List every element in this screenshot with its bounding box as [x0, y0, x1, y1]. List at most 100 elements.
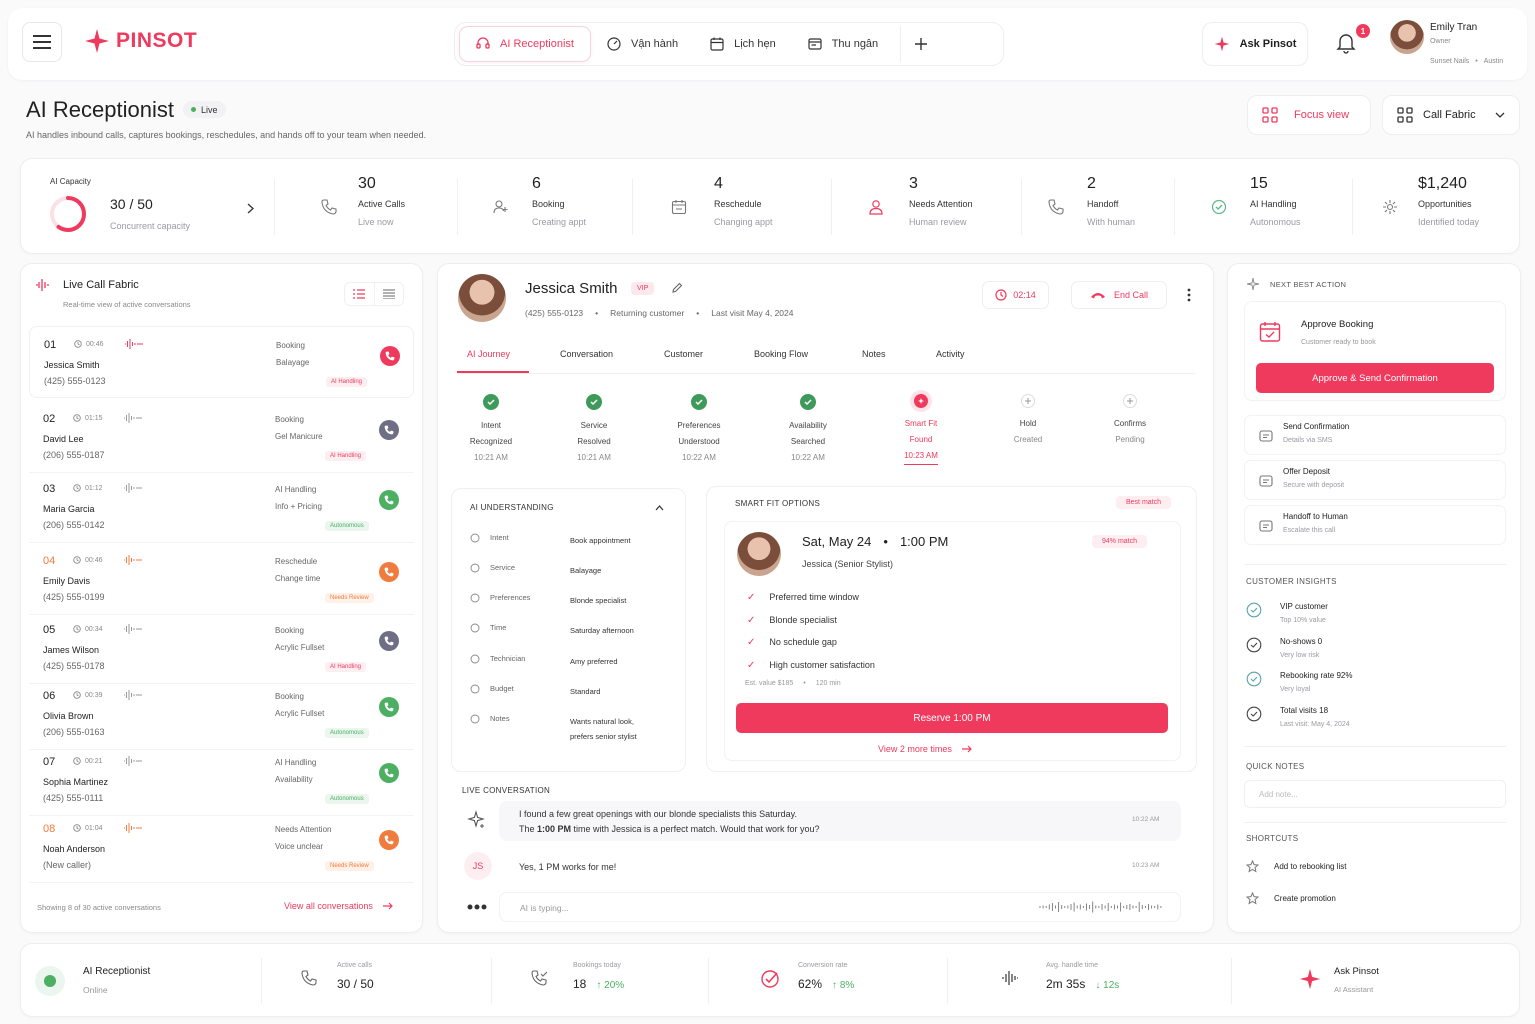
online-dot [44, 975, 56, 987]
dollar-icon [1246, 706, 1262, 722]
journey-step[interactable]: Hold Created [983, 394, 1073, 448]
view-all-link[interactable]: View all conversations [284, 901, 393, 911]
check-icon [483, 394, 499, 410]
action-users[interactable]: Handoff to Human Escalate this call [1244, 505, 1506, 545]
insight-item: VIP customer Top 10% value [1246, 600, 1506, 628]
journey-step[interactable]: Intent Recognized 10:21 AM [446, 394, 536, 466]
tab-conversation[interactable]: Conversation [560, 349, 614, 359]
nav-tab-operations[interactable]: Vận hành [591, 26, 694, 62]
step-label-1: Service [580, 421, 608, 430]
end-call-button[interactable]: End Call [1071, 281, 1167, 309]
grid-icon [1397, 107, 1413, 123]
shortcut-rebooking[interactable]: Add to rebooking list [1246, 860, 1506, 876]
journey-step[interactable]: Confirms Pending [1085, 394, 1175, 448]
view-select[interactable]: Call Fabric [1382, 95, 1520, 135]
nav-tab-cashier[interactable]: Thu ngân [792, 26, 894, 62]
divider [831, 179, 832, 235]
call-number: 07 [43, 756, 56, 768]
stat-reschedule[interactable]: 4 Reschedule Changing appt [714, 175, 773, 237]
stat-needs-attention[interactable]: 3 Needs Attention Human review [909, 175, 973, 237]
journey-step[interactable]: Service Resolved 10:21 AM [549, 394, 639, 466]
call-action-button[interactable] [379, 420, 399, 440]
phone-icon [1048, 199, 1064, 215]
stat-ai-handling[interactable]: 15 AI Handling Autonomous [1250, 175, 1301, 237]
ask-pinsot-shortcut[interactable]: Ask Pinsot AI Assistant [1281, 962, 1431, 1002]
tab-ai-journey[interactable]: AI Journey [467, 349, 511, 359]
list-view-button[interactable] [345, 283, 375, 305]
chevron-up-icon[interactable] [655, 505, 664, 511]
stat-opportunities[interactable]: $1,240 Opportunities Identified today [1418, 175, 1479, 237]
tab-booking-flow[interactable]: Booking Flow [754, 349, 809, 359]
phone-icon [301, 970, 317, 986]
compact-view-button[interactable] [375, 283, 404, 305]
brand-logo[interactable]: PINSOT [84, 28, 197, 54]
more-times-link[interactable]: View 2 more times [878, 744, 972, 754]
call-row[interactable]: 05 00:34 James Wilson (425) 555-0178 Boo… [29, 612, 414, 684]
stat-active-calls[interactable]: 30 Active Calls Live now [358, 175, 405, 237]
chevron-right-icon[interactable] [247, 203, 254, 214]
call-status-tag: Autonomous [325, 521, 369, 531]
user-initials-avatar: JS [464, 852, 492, 880]
add-tab-button[interactable] [900, 26, 941, 62]
call-row[interactable]: 03 01:12 Maria Garcia (206) 555-0142 AI … [29, 471, 414, 543]
shield-icon [1259, 475, 1273, 487]
journey-step[interactable]: Availability Searched 10:22 AM [763, 394, 853, 466]
shortcut-promotion[interactable]: Create promotion [1246, 892, 1506, 908]
journey-step[interactable]: Preferences Understood 10:22 AM [654, 394, 744, 466]
divider [261, 958, 262, 1004]
tab-customer[interactable]: Customer [664, 349, 704, 359]
edit-icon[interactable] [671, 282, 683, 294]
journey-step[interactable]: Smart Fit Found 10:23 AM [876, 394, 966, 465]
call-duration: 00:46 [74, 340, 104, 348]
call-action-button[interactable] [379, 562, 399, 582]
best-match-badge: Best match [1116, 496, 1172, 509]
reserve-button[interactable]: Reserve 1:00 PM [736, 703, 1168, 733]
page-title: AI Receptionist [26, 97, 174, 122]
action-message[interactable]: Send Confirmation Details via SMS [1244, 415, 1506, 455]
ask-pinsot-button[interactable]: Ask Pinsot [1202, 22, 1308, 66]
call-row[interactable]: 08 01:04 Noah Anderson (New caller) Need… [29, 811, 414, 883]
focus-view-label: Focus view [1294, 109, 1350, 121]
call-row[interactable]: 06 00:39 Olivia Brown (206) 555-0163 Boo… [29, 678, 414, 750]
tab-activity[interactable]: Activity [936, 349, 965, 359]
call-action-button[interactable] [379, 631, 399, 651]
notifications-button[interactable] [1336, 32, 1356, 54]
caller-name: Emily Davis [43, 576, 91, 586]
understanding-key: Budget [490, 684, 514, 693]
call-action-button[interactable] [379, 830, 399, 850]
more-options-icon[interactable] [1187, 288, 1191, 302]
nav-tab-ai-receptionist[interactable]: AI Receptionist [459, 26, 591, 62]
approve-confirm-button[interactable]: Approve & Send Confirmation [1256, 363, 1494, 393]
match-reason: ✓ Blonde specialist [747, 615, 837, 626]
quick-note-input[interactable]: Add note... [1244, 780, 1506, 808]
call-action-button[interactable] [379, 490, 399, 510]
call-action-button[interactable] [379, 763, 399, 783]
next-action-title: NEXT BEST ACTION [1270, 280, 1347, 289]
call-row[interactable]: 02 01:15 David Lee (206) 555-0187 Bookin… [29, 401, 414, 473]
caller-name: Olivia Brown [43, 711, 94, 721]
action-shield[interactable]: Offer Deposit Secure with deposit [1244, 460, 1506, 500]
smart-fit-option: Sat, May 24 • 1:00 PM Jessica (Senior Styl… [724, 521, 1181, 761]
action-title: Handoff to Human [1283, 512, 1348, 521]
bookings-delta: ↑ 20% [596, 980, 625, 991]
focus-view-button[interactable]: Focus view [1247, 95, 1371, 135]
caller-phone: (New caller) [43, 860, 92, 870]
stat-booking[interactable]: 6 Booking Creating appt [532, 175, 586, 237]
call-number: 08 [43, 823, 56, 835]
call-row[interactable]: 01 00:46 Jessica Smith (425) 555-0123 Bo… [29, 326, 414, 398]
ask-sub: AI Assistant [1334, 985, 1374, 994]
call-row[interactable]: 07 00:21 Sophia Martinez (425) 555-0111 … [29, 744, 414, 816]
call-detail: Voice unclear [275, 842, 324, 851]
badge-icon [1246, 602, 1262, 618]
nav-tab-appointments[interactable]: Lịch hẹn [694, 26, 792, 62]
step-label-1: Confirms [1113, 419, 1146, 428]
tab-notes[interactable]: Notes [862, 349, 886, 359]
stat-handoff[interactable]: 2 Handoff With human [1087, 175, 1135, 237]
menu-button[interactable] [22, 22, 62, 62]
call-duration: 01:15 [73, 414, 103, 422]
call-action-button[interactable] [380, 346, 400, 366]
phone-icon [384, 702, 394, 712]
waveform-icon [36, 279, 49, 291]
call-row[interactable]: 04 00:46 Emily Davis (425) 555-0199 Resc… [29, 543, 414, 615]
call-action-button[interactable] [379, 697, 399, 717]
